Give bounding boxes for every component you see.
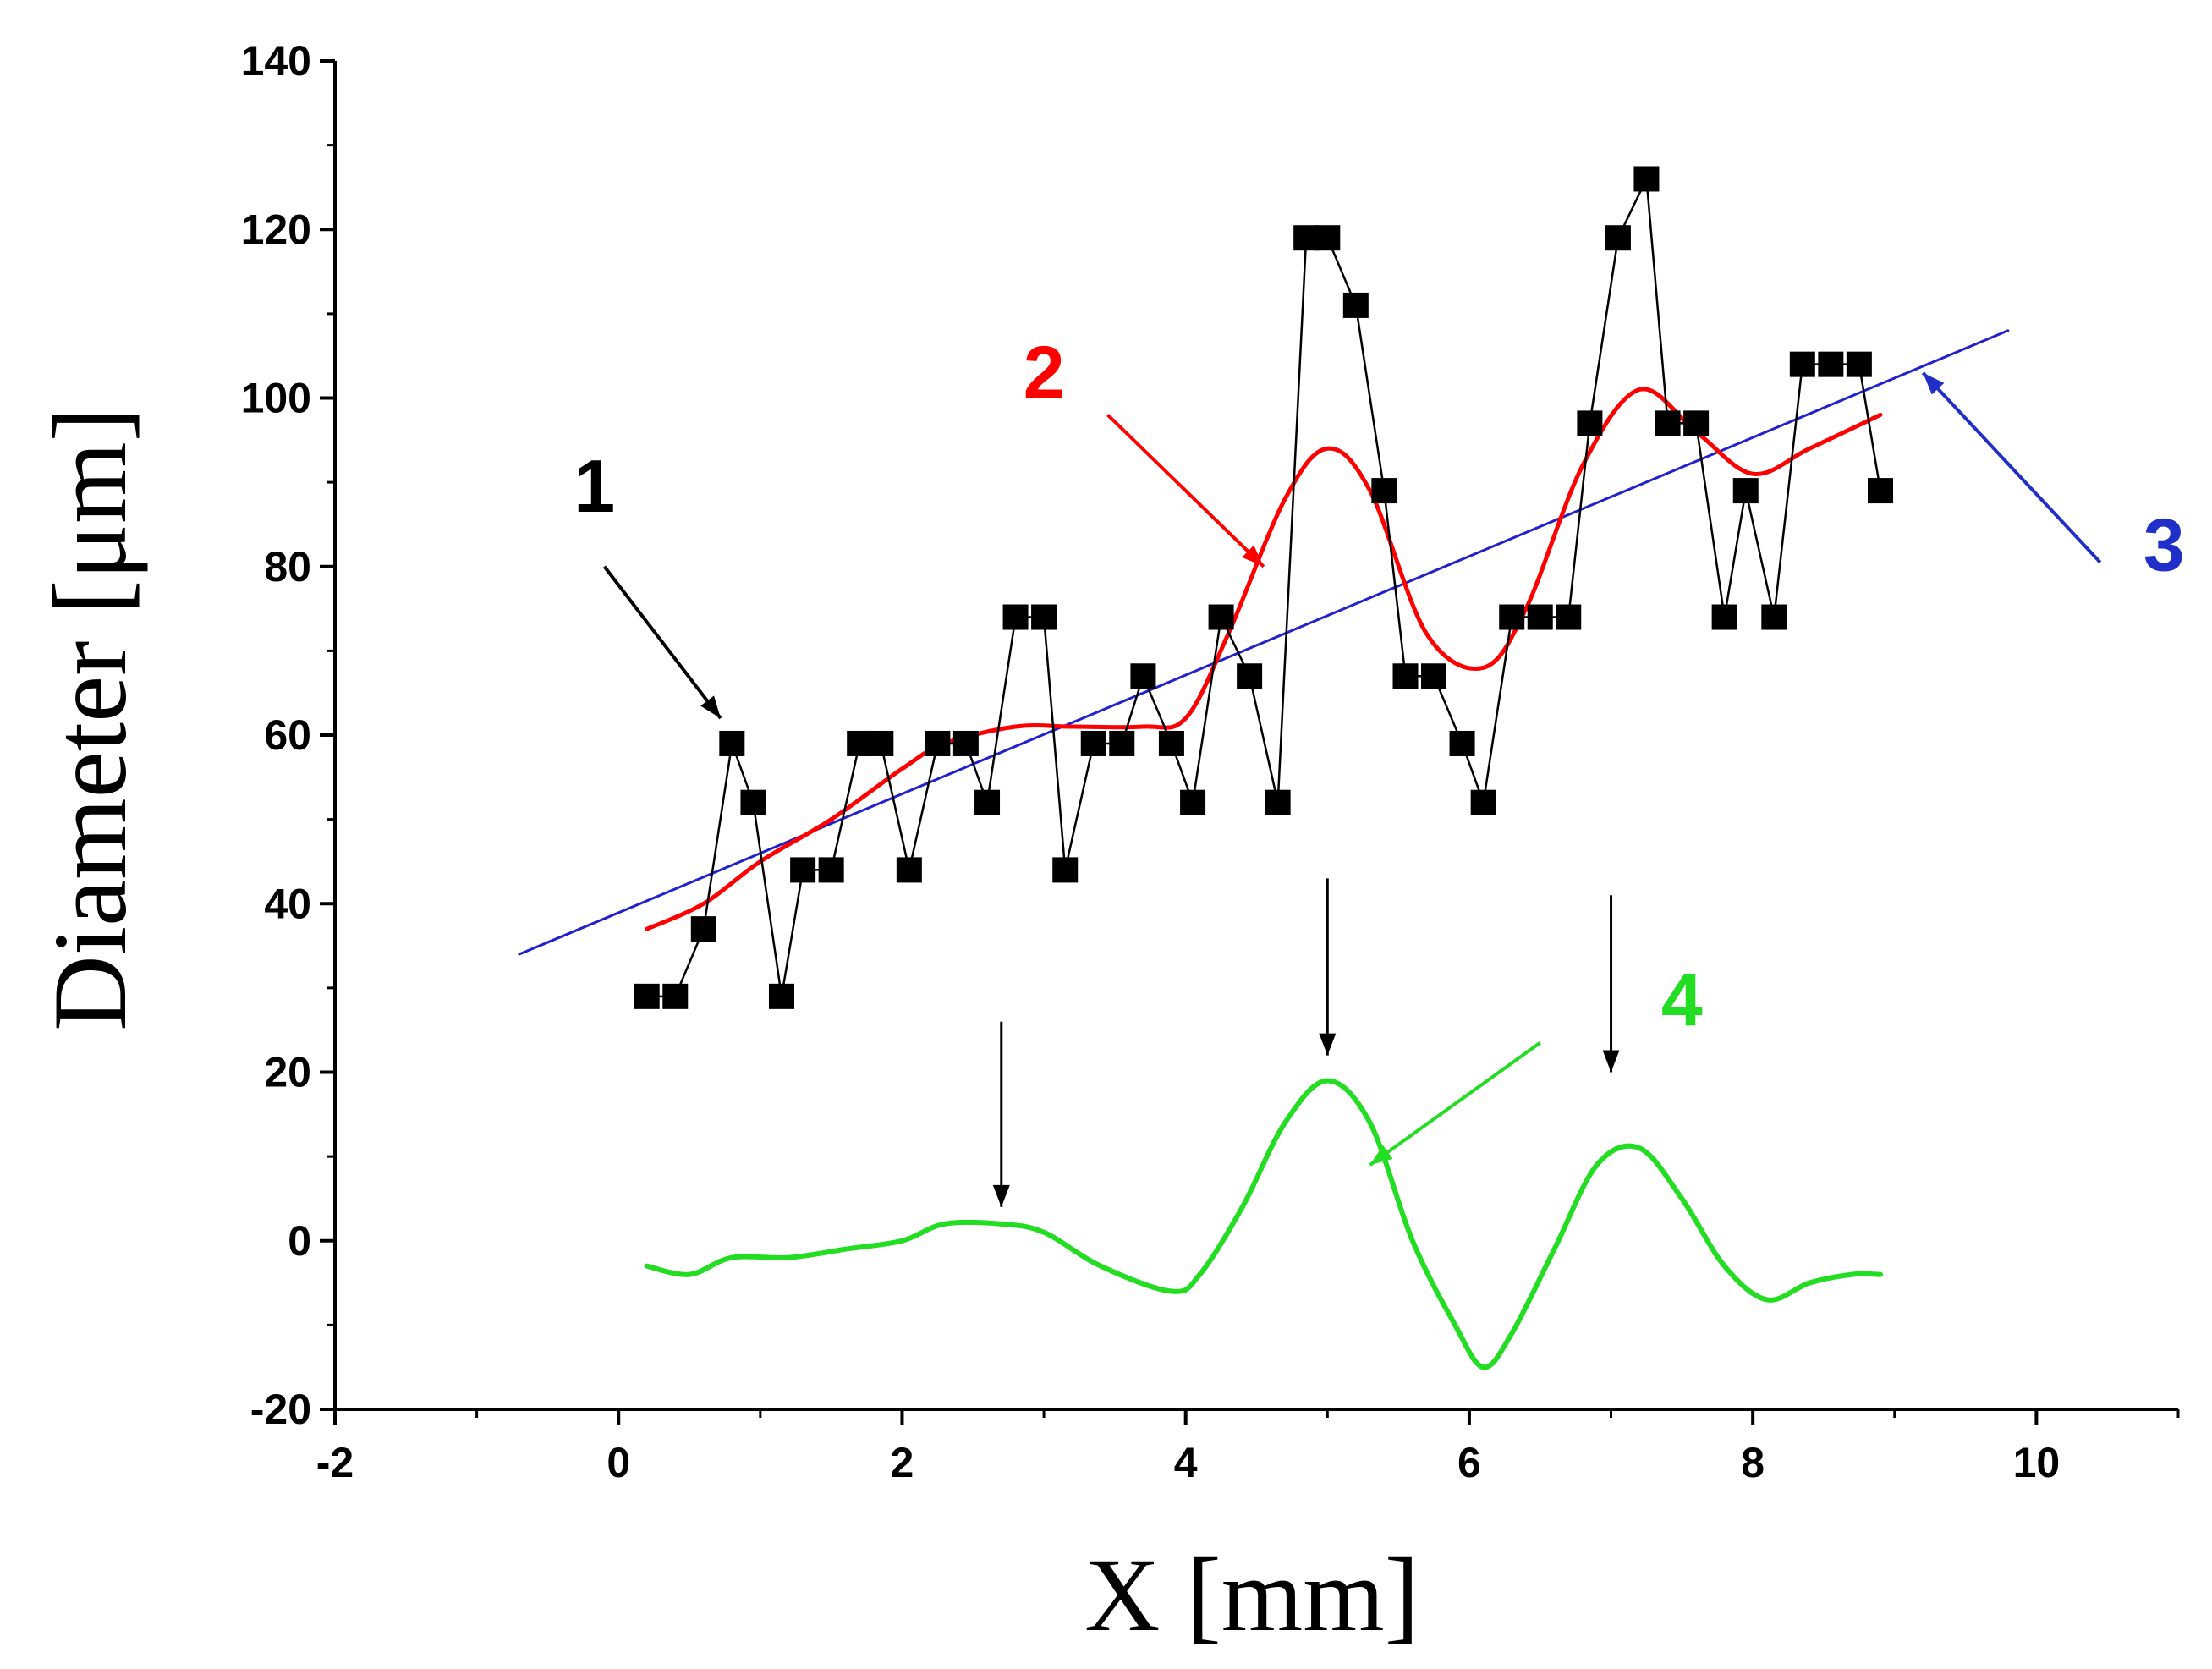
y-tick-label: 120 — [241, 206, 311, 253]
callout-label-1: 1 — [574, 444, 615, 528]
series-1-marker — [1577, 410, 1603, 436]
series-1-marker — [1711, 604, 1737, 630]
series-1-marker — [818, 857, 844, 883]
annotation-arrow-line — [1921, 371, 2102, 564]
series-1-marker — [1293, 225, 1320, 251]
series-1-marker — [1237, 663, 1263, 689]
x-tick-label: 8 — [1741, 1439, 1765, 1486]
x-tick-label: 6 — [1457, 1439, 1481, 1486]
annotation-arrow-line — [602, 565, 722, 720]
series-1-marker — [1208, 604, 1234, 630]
annotation-arrow-head — [1369, 1145, 1393, 1166]
series-1-marker — [1470, 789, 1496, 815]
series-1-marker — [1080, 730, 1106, 756]
series-1-marker — [1002, 604, 1029, 630]
annotation-arrow-head — [1319, 1033, 1337, 1056]
series-1-marker — [1761, 604, 1787, 630]
callout-4: 4 — [1369, 958, 1703, 1167]
series-1-marker — [1315, 225, 1341, 251]
y-tick-label: 40 — [264, 880, 311, 927]
series-4 — [644, 1078, 1884, 1370]
x-tick-label: 0 — [607, 1439, 630, 1486]
y-axis-title: Diameter [μm] — [32, 407, 148, 1031]
series-1-marker — [1818, 351, 1844, 377]
series-1-marker — [1633, 166, 1660, 192]
series-1-marker — [1130, 663, 1156, 689]
series-4-line — [644, 1078, 1884, 1370]
series-1-marker — [1158, 730, 1184, 756]
series-1-marker — [952, 730, 979, 756]
annotation-arrow-head — [1923, 372, 1945, 395]
series-2-line — [645, 387, 1883, 931]
series-1-marker — [790, 857, 816, 883]
series-1-marker — [1449, 730, 1475, 756]
x-tick-label: 4 — [1174, 1439, 1198, 1486]
callout-3: 3 — [1921, 371, 2185, 587]
series-1-marker — [1655, 410, 1681, 436]
series-1-marker — [868, 730, 894, 756]
y-tick-label: -20 — [250, 1386, 311, 1433]
series-1-marker — [1868, 478, 1894, 504]
x-tick-label: -2 — [316, 1439, 354, 1486]
series-1-marker — [1846, 351, 1872, 377]
series-1-marker — [1371, 478, 1397, 504]
series-1-marker — [1556, 604, 1582, 630]
series-layer — [518, 166, 2010, 1370]
series-1-marker — [896, 857, 922, 883]
series-1-marker — [1732, 478, 1759, 504]
series-1-marker — [634, 983, 660, 1009]
y-tick-label: 0 — [288, 1217, 311, 1265]
series-1-marker — [662, 983, 689, 1009]
series-1-marker — [690, 916, 716, 942]
callout-label-2: 2 — [1024, 331, 1065, 415]
x-tick-label: 2 — [891, 1439, 914, 1486]
peak-arrow — [1602, 895, 1620, 1073]
series-1-marker — [925, 730, 951, 756]
series-1-marker — [1499, 604, 1525, 630]
annotation-arrow-line — [1369, 1041, 1541, 1167]
series-1-marker — [1265, 789, 1291, 815]
callout-2: 2 — [1024, 331, 1265, 568]
annotation-arrow-head — [700, 695, 721, 719]
series-1-marker — [847, 730, 873, 756]
series-1-marker — [1527, 604, 1553, 630]
x-tick-label: 10 — [2013, 1439, 2061, 1486]
series-3-line — [518, 329, 2010, 956]
series-1-marker — [1180, 789, 1206, 815]
annotation-arrow-line — [1106, 413, 1265, 568]
series-1-marker — [1683, 410, 1710, 436]
series-1-marker — [1109, 730, 1135, 756]
y-tick-label: 20 — [264, 1049, 311, 1096]
callout-label-4: 4 — [1661, 958, 1703, 1042]
series-3 — [518, 329, 2010, 956]
series-1 — [634, 166, 1894, 1009]
series-1-marker — [1392, 663, 1419, 689]
series-1-marker — [974, 789, 1001, 815]
series-2 — [645, 387, 1883, 931]
y-tick-label: 140 — [241, 37, 311, 85]
callout-1: 1 — [574, 444, 722, 720]
series-1-marker — [1052, 857, 1079, 883]
annotation-arrow-head — [1242, 545, 1264, 567]
series-1-marker — [768, 983, 794, 1009]
series-1-marker — [1421, 663, 1447, 689]
annotation-arrow-head — [992, 1184, 1010, 1207]
series-1-marker — [740, 789, 766, 815]
series-1-marker — [719, 730, 745, 756]
x-axis-title: X [mm] — [1084, 1537, 1419, 1653]
peak-arrow — [1319, 878, 1337, 1056]
annotations: 1 2 3 4 — [574, 331, 2185, 1207]
series-1-marker — [1031, 604, 1057, 630]
annotation-arrow-head — [1602, 1050, 1620, 1073]
series-1-marker — [1789, 351, 1815, 377]
y-tick-label: 100 — [241, 375, 311, 422]
peak-arrow — [992, 1021, 1010, 1207]
y-tick-label: 80 — [264, 543, 311, 590]
series-1-marker — [1342, 292, 1369, 318]
callout-label-3: 3 — [2143, 503, 2185, 587]
series-1-marker — [1605, 225, 1631, 251]
y-tick-label: 60 — [264, 711, 311, 759]
